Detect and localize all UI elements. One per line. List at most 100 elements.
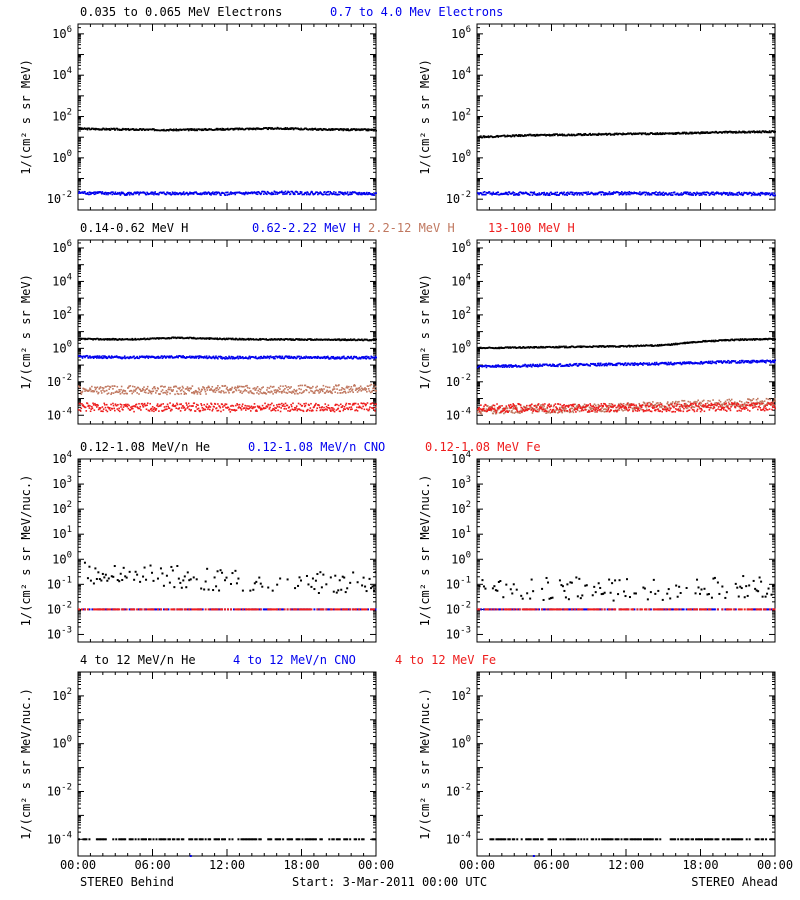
data-point <box>132 385 134 388</box>
data-point <box>517 135 519 138</box>
y-axis-label: 1/(cm² s sr MeV) <box>19 274 33 390</box>
data-point <box>325 357 327 359</box>
data-point <box>341 191 343 194</box>
data-point <box>95 387 97 389</box>
data-point <box>290 338 292 340</box>
data-point <box>153 193 155 196</box>
data-point <box>704 193 706 196</box>
data-point <box>97 337 99 340</box>
data-point <box>334 356 337 359</box>
data-point <box>694 131 697 134</box>
data-point <box>555 194 558 196</box>
data-point <box>362 193 365 195</box>
data-point <box>628 190 631 193</box>
data-point <box>185 357 188 359</box>
data-point <box>146 387 148 390</box>
data-point <box>215 191 218 193</box>
data-point <box>578 194 581 196</box>
data-point <box>100 390 102 392</box>
data-point <box>255 409 258 411</box>
data-point <box>603 194 605 196</box>
data-point <box>281 357 283 359</box>
data-point <box>709 193 711 196</box>
y-tick-label: 10-2 <box>446 373 471 389</box>
data-point <box>137 191 140 194</box>
data-point <box>170 337 173 340</box>
data-point <box>278 338 281 341</box>
data-point <box>760 131 763 134</box>
data-point <box>521 192 524 195</box>
data-point <box>596 133 599 136</box>
data-point <box>721 132 724 134</box>
data-point <box>581 194 584 196</box>
data-point <box>274 409 277 412</box>
data-point <box>346 129 349 132</box>
data-point <box>331 356 333 358</box>
data-point <box>220 410 222 413</box>
data-point <box>251 128 254 131</box>
data-point <box>361 407 363 410</box>
data-point <box>222 409 225 411</box>
data-point <box>101 357 104 360</box>
data-point <box>263 407 266 410</box>
data-point <box>246 193 249 195</box>
data-point <box>351 388 354 391</box>
data-point <box>706 131 709 133</box>
data-point <box>305 389 308 392</box>
data-point <box>765 193 768 196</box>
data-point <box>102 357 105 359</box>
data-point <box>343 338 345 341</box>
data-point <box>179 192 182 195</box>
data-point <box>332 192 335 195</box>
data-point <box>576 134 579 136</box>
data-point <box>189 355 191 358</box>
data-point <box>159 393 161 395</box>
data-point <box>226 128 228 131</box>
legend-entry-red: 13-100 MeV H <box>488 221 575 235</box>
data-point <box>123 357 125 359</box>
data-point <box>156 403 159 405</box>
data-point <box>571 191 574 194</box>
data-point <box>253 191 256 193</box>
data-point <box>231 357 234 360</box>
data-point <box>259 390 261 393</box>
data-point <box>299 357 302 360</box>
data-point <box>647 191 650 194</box>
data-point <box>151 409 153 412</box>
data-point <box>182 390 185 393</box>
data-point <box>205 128 208 131</box>
data-point <box>157 405 160 408</box>
data-point <box>339 410 341 413</box>
data-point <box>540 193 542 196</box>
data-point <box>700 192 703 195</box>
data-point <box>305 127 307 130</box>
data-point <box>284 127 287 129</box>
data-point <box>335 191 337 194</box>
data-point <box>90 128 93 131</box>
data-point <box>210 403 213 406</box>
data-point <box>243 407 246 409</box>
data-point <box>97 404 99 407</box>
data-point <box>109 407 111 409</box>
data-point <box>371 402 374 404</box>
data-point <box>278 406 281 408</box>
data-point <box>258 406 260 409</box>
data-point <box>186 404 188 406</box>
data-point <box>504 193 506 195</box>
data-point <box>271 391 273 393</box>
data-point <box>205 355 208 358</box>
data-point <box>688 193 691 196</box>
data-point <box>745 191 748 194</box>
data-point <box>271 402 273 405</box>
data-point <box>87 193 90 196</box>
data-point <box>511 192 514 195</box>
data-point <box>186 386 189 388</box>
data-point <box>297 408 299 410</box>
data-point <box>364 404 367 407</box>
data-point <box>101 128 104 131</box>
data-point <box>201 128 204 131</box>
data-point <box>355 128 358 130</box>
data-point <box>177 393 180 395</box>
y-axis-label: 1/(cm² s sr MeV) <box>418 274 432 390</box>
data-point <box>242 390 245 393</box>
